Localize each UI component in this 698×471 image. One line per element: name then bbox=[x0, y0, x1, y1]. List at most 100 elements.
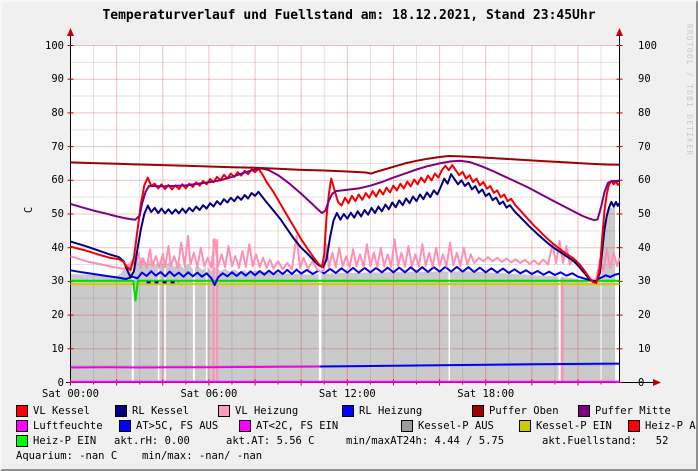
area-gap bbox=[600, 214, 602, 382]
legend-label: Heiz-P AUS bbox=[645, 420, 696, 432]
legend-swatch bbox=[401, 420, 413, 432]
y-tick-label-right: 90 bbox=[638, 73, 651, 86]
glitch-bar bbox=[561, 278, 564, 382]
legend-item-kessel-p-ein: Kessel-P EIN bbox=[519, 420, 612, 432]
arrow-up-right bbox=[616, 28, 623, 36]
legend-item-kessel-p-aus: Kessel-P AUS bbox=[401, 420, 494, 432]
chart-plot-area bbox=[2, 2, 696, 406]
y-tick-label-right: 0 bbox=[638, 376, 645, 389]
series-heiz-p-ein bbox=[70, 279, 620, 302]
legend-label: Puffer Mitte bbox=[595, 405, 671, 417]
legend-item-at-5c-fs-aus: AT>5C, FS AUS bbox=[119, 420, 218, 432]
legend-label: AT<2C, FS EIN bbox=[256, 420, 339, 432]
legend-item-akt-rh-0-00: akt.rH: 0.00 bbox=[114, 435, 190, 447]
area-gap bbox=[205, 264, 208, 382]
y-tick-label-right: 50 bbox=[638, 208, 651, 220]
legend-item-aquarium-nan-c: Aquarium: -nan C bbox=[16, 450, 117, 462]
legend-label: Luftfeuchte bbox=[33, 420, 103, 432]
legend-label: Kessel-P EIN bbox=[536, 420, 612, 432]
y-tick-label-right: 40 bbox=[638, 241, 651, 254]
y-tick-label-left: 60 bbox=[51, 174, 64, 187]
y-tick-label-right: 100 bbox=[638, 39, 657, 52]
series-puffer-mitte bbox=[70, 159, 620, 222]
legend-swatch bbox=[239, 420, 251, 432]
legend-swatch bbox=[519, 420, 531, 432]
legend-item-min-max-nan-nan: min/max: -nan/ -nan bbox=[142, 450, 262, 462]
area-gap bbox=[131, 254, 134, 382]
legend-item-puffer-oben: Puffer Oben bbox=[472, 405, 559, 417]
legend-label: akt.rH: 0.00 bbox=[114, 435, 190, 447]
legend-label: Aquarium: -nan C bbox=[16, 450, 118, 462]
y-tick-label-right: 70 bbox=[638, 140, 651, 153]
y-tick-label-left: 50 bbox=[51, 208, 64, 220]
y-tick-label-left: 70 bbox=[51, 140, 64, 153]
legend-label: min/max: -nan/ -nan bbox=[142, 450, 263, 462]
area-gap bbox=[615, 200, 618, 382]
legend-swatch bbox=[628, 420, 640, 432]
y-tick-label-right: 80 bbox=[638, 106, 651, 119]
legend-swatch bbox=[342, 405, 354, 417]
legend-swatch bbox=[16, 420, 28, 432]
legend-label: Kessel-P AUS bbox=[418, 420, 494, 432]
legend-label: VL Heizung bbox=[235, 405, 299, 417]
y-tick-label-left: 80 bbox=[51, 106, 64, 119]
x-tick-label: Sat 12:00 bbox=[318, 388, 376, 400]
legend-label: AT>5C, FS AUS bbox=[136, 420, 219, 432]
y-tick-label-right: 30 bbox=[638, 275, 651, 288]
y-tick-label-right: 10 bbox=[638, 342, 651, 355]
x-tick-label: Sat 18:00 bbox=[457, 388, 515, 400]
legend-item-akt-fuellstand-52: akt.Fuellstand: 52 bbox=[542, 435, 668, 447]
chart-title: Temperaturverlauf und Fuellstand am: 18.… bbox=[102, 8, 596, 23]
legend-swatch bbox=[119, 420, 131, 432]
legend-item-akt-at-5-56-c: akt.AT: 5.56 C bbox=[226, 435, 315, 447]
legend-item-heiz-p-aus: Heiz-P AUS bbox=[628, 420, 696, 432]
y-tick-label-left: 100 bbox=[45, 39, 64, 52]
series-rl-heizung bbox=[70, 265, 620, 287]
area-gap bbox=[558, 274, 561, 382]
glitch-bar bbox=[216, 239, 219, 382]
y-tick-label-left: 20 bbox=[51, 309, 64, 322]
series-vl-heizung bbox=[70, 234, 621, 282]
legend-item-vl-heizung: VL Heizung bbox=[218, 405, 298, 417]
area-gap bbox=[164, 261, 166, 382]
area-gap bbox=[157, 261, 160, 382]
legend-item-vl-kessel: VL Kessel bbox=[16, 405, 90, 417]
area-gap bbox=[192, 264, 195, 382]
legend-swatch bbox=[16, 435, 28, 447]
area-gap bbox=[318, 271, 322, 382]
legend-item-at-2c-fs-ein: AT<2C, FS EIN bbox=[239, 420, 338, 432]
legend-swatch bbox=[115, 405, 127, 417]
series-puffer-oben bbox=[70, 155, 620, 175]
x-tick-label: Sat 00:00 bbox=[42, 388, 99, 400]
legend-label: RL Kessel bbox=[132, 405, 189, 417]
legend-label: VL Kessel bbox=[33, 405, 90, 417]
legend-item-rl-kessel: RL Kessel bbox=[115, 405, 189, 417]
series-at-2c-fs-ein bbox=[70, 365, 320, 369]
y-tick-label-left: 10 bbox=[51, 342, 64, 355]
y-tick-label-right: 60 bbox=[638, 174, 651, 187]
legend-label: Heiz-P EIN bbox=[33, 435, 97, 447]
area-gap bbox=[448, 267, 451, 382]
legend-item-heiz-p-ein: Heiz-P EIN bbox=[16, 435, 96, 447]
glitch-bar bbox=[212, 239, 215, 382]
legend-swatch bbox=[16, 405, 28, 417]
legend-swatch bbox=[218, 405, 230, 417]
legend-label: min/maxAT24h: 4.44 / 5.75 bbox=[346, 435, 505, 447]
chart-plot-svg bbox=[66, 28, 661, 386]
legend-item-luftfeuchte: Luftfeuchte bbox=[16, 420, 103, 432]
series-rl-kessel bbox=[70, 173, 621, 283]
y-tick-label-left: 0 bbox=[57, 376, 64, 389]
series-vl-kessel bbox=[70, 164, 621, 285]
y-tick-label-right: 20 bbox=[638, 309, 651, 322]
legend-item-min-maxat24h-4-44-5-75: min/maxAT24h: 4.44 / 5.75 bbox=[346, 435, 504, 447]
series-at-5c-fs-aus bbox=[319, 362, 620, 368]
legend-label: akt.Fuellstand: 52 bbox=[542, 435, 669, 447]
arrow-right-x bbox=[653, 379, 661, 386]
y-tick-label-left: 40 bbox=[51, 241, 64, 254]
legend-label: RL Heizung bbox=[359, 405, 423, 417]
legend-item-rl-heizung: RL Heizung bbox=[342, 405, 422, 417]
legend-swatch bbox=[472, 405, 484, 417]
y-tick-label-left: 90 bbox=[51, 73, 64, 86]
